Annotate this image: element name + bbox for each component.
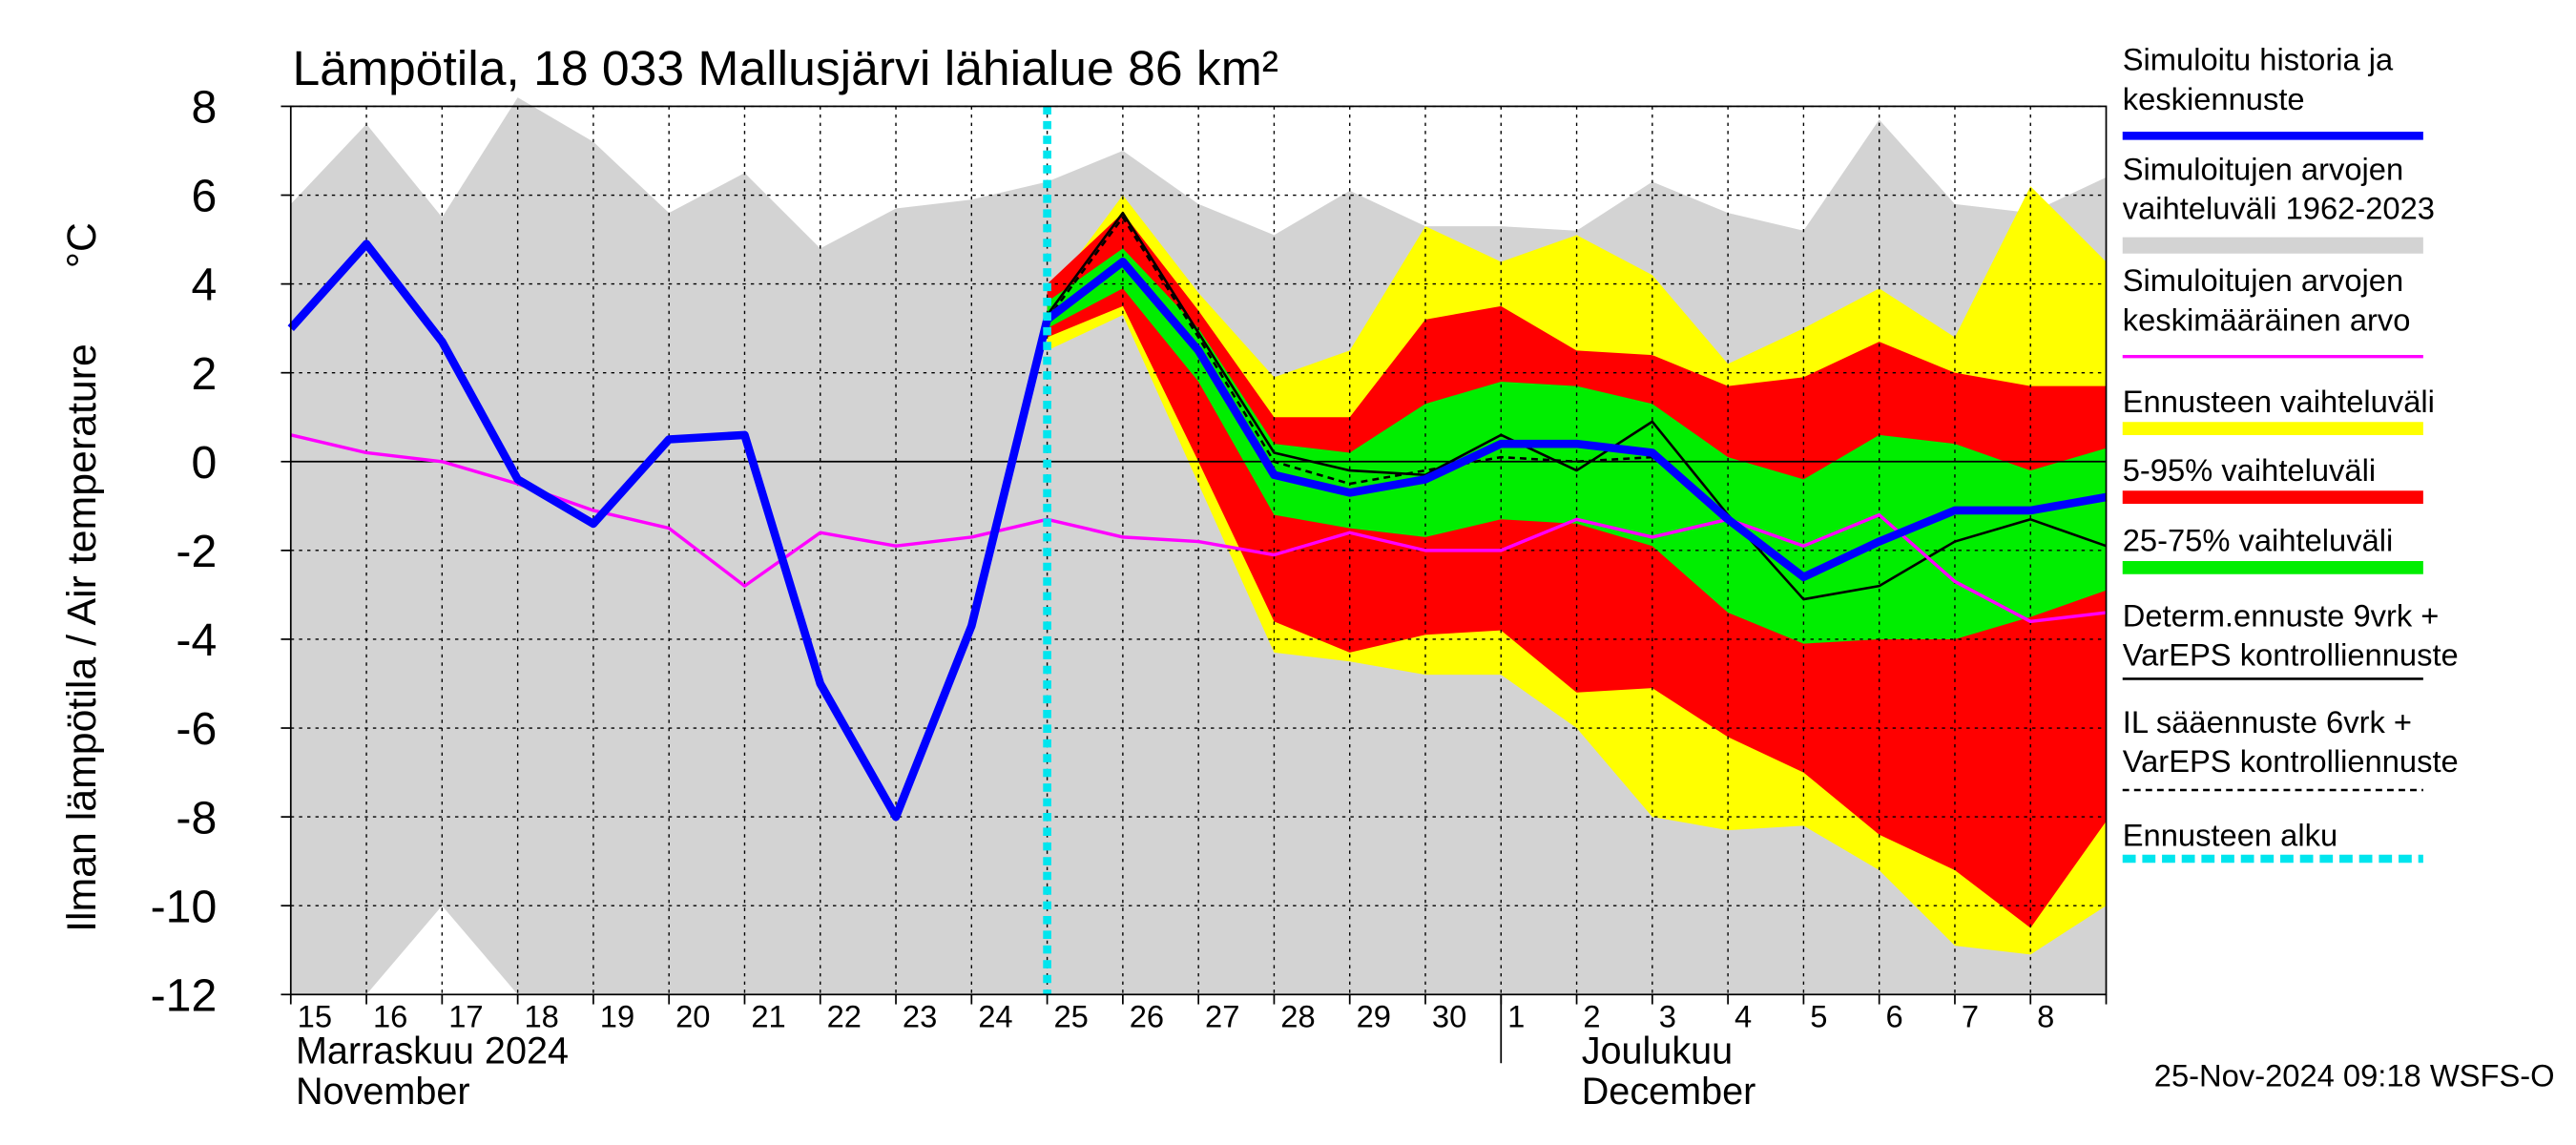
legend-label: Simuloitujen arvojen bbox=[2123, 262, 2403, 298]
y-tick-label: 2 bbox=[191, 348, 217, 400]
x-tick-label: 7 bbox=[1962, 999, 1979, 1034]
range-band bbox=[1047, 213, 2107, 928]
x-tick-label: 25 bbox=[1053, 999, 1088, 1034]
legend-label: VarEPS kontrolliennuste bbox=[2123, 743, 2459, 779]
x-tick-label: 27 bbox=[1205, 999, 1239, 1034]
legend-label: Ennusteen vaihteluväli bbox=[2123, 384, 2435, 419]
y-tick-label: 0 bbox=[191, 437, 217, 489]
series-line bbox=[287, 239, 2108, 822]
x-tick-label: 5 bbox=[1810, 999, 1827, 1034]
x-tick-label: 26 bbox=[1130, 999, 1164, 1034]
legend-label: Simuloitu historia ja bbox=[2123, 42, 2394, 77]
x-tick-label: 4 bbox=[1735, 999, 1752, 1034]
series-line bbox=[290, 433, 2107, 624]
x-tick-label: 2 bbox=[1583, 999, 1600, 1034]
y-axis-title: Ilman lämpötila / Air temperature bbox=[59, 344, 105, 932]
y-tick-label: -4 bbox=[176, 614, 217, 666]
legend-label: Simuloitujen arvojen bbox=[2123, 152, 2403, 187]
x-tick-label: 8 bbox=[2037, 999, 2054, 1034]
month-label: Joulukuu bbox=[1582, 1030, 1733, 1072]
timestamp: 25-Nov-2024 09:18 WSFS-O bbox=[2154, 1057, 2555, 1093]
y-axis-unit: °C bbox=[59, 222, 105, 268]
y-tick-label: -6 bbox=[176, 703, 217, 755]
y-tick-label: 6 bbox=[191, 171, 217, 222]
legend-label: VarEPS kontrolliennuste bbox=[2123, 637, 2459, 673]
month-label: Marraskuu 2024 bbox=[296, 1030, 569, 1072]
y-tick-label: 4 bbox=[191, 260, 217, 311]
lines bbox=[287, 211, 2108, 822]
legend-label: 5-95% vaihteluväli bbox=[2123, 452, 2376, 488]
y-tick-label: -8 bbox=[176, 792, 217, 843]
x-tick-label: 6 bbox=[1886, 999, 1903, 1034]
legend-label: keskiennuste bbox=[2123, 81, 2305, 116]
y-tick-label: -12 bbox=[151, 970, 218, 1022]
x-tick-label: 3 bbox=[1659, 999, 1676, 1034]
legend-label: vaihteluväli 1962-2023 bbox=[2123, 191, 2435, 226]
y-tick-label: 8 bbox=[191, 82, 217, 134]
x-tick-label: 21 bbox=[751, 999, 785, 1034]
month-label: November bbox=[296, 1071, 470, 1113]
x-tick-label: 1 bbox=[1507, 999, 1525, 1034]
series-line bbox=[1046, 216, 1652, 486]
x-tick-label: 24 bbox=[978, 999, 1012, 1034]
x-tick-label: 19 bbox=[600, 999, 634, 1034]
y-tick-label: -10 bbox=[151, 881, 218, 932]
legend-label: keskimääräinen arvo bbox=[2123, 302, 2411, 337]
x-tick-label: 28 bbox=[1280, 999, 1315, 1034]
legend-label: Ennusteen alku bbox=[2123, 817, 2337, 852]
legend-label: 25-75% vaihteluväli bbox=[2123, 523, 2394, 558]
legend-label: Determ.ennuste 9vrk + bbox=[2123, 598, 2440, 634]
x-tick-label: 30 bbox=[1432, 999, 1466, 1034]
x-tick-label: 15 bbox=[298, 999, 332, 1034]
x-tick-label: 18 bbox=[525, 999, 559, 1034]
series-line bbox=[894, 211, 2107, 818]
x-tick-label: 22 bbox=[827, 999, 862, 1034]
x-tick-label: 20 bbox=[675, 999, 710, 1034]
month-label: December bbox=[1582, 1071, 1756, 1113]
x-tick-label: 29 bbox=[1357, 999, 1391, 1034]
x-tick-label: 17 bbox=[448, 999, 483, 1034]
legend-label: IL sääennuste 6vrk + bbox=[2123, 704, 2412, 739]
x-tick-label: 16 bbox=[373, 999, 407, 1034]
x-tick-label: 23 bbox=[903, 999, 937, 1034]
y-tick-label: -2 bbox=[176, 526, 217, 577]
chart-title: Lämpötila, 18 033 Mallusjärvi lähialue 8… bbox=[293, 40, 1278, 95]
